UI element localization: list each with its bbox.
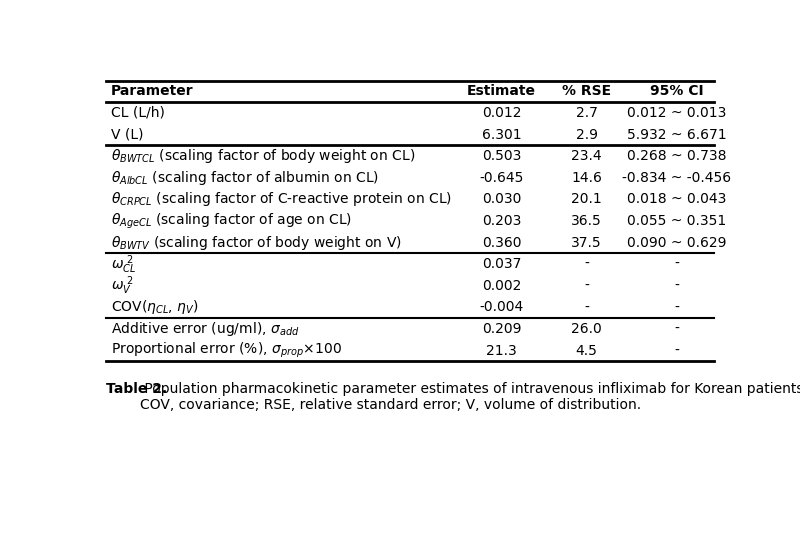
Text: -: -: [674, 279, 679, 293]
Text: 6.301: 6.301: [482, 128, 522, 142]
Text: Additive error (ug/ml), $\sigma_{add}$: Additive error (ug/ml), $\sigma_{add}$: [111, 320, 299, 338]
Text: 14.6: 14.6: [571, 171, 602, 185]
Text: V (L): V (L): [111, 128, 144, 142]
Text: 0.030: 0.030: [482, 192, 521, 206]
Text: -0.004: -0.004: [479, 301, 523, 315]
Text: -: -: [584, 257, 589, 271]
Text: $\theta_{BWTCL}$ (scaling factor of body weight on CL): $\theta_{BWTCL}$ (scaling factor of body…: [111, 147, 415, 165]
Text: $\theta_{AlbCL}$ (scaling factor of albumin on CL): $\theta_{AlbCL}$ (scaling factor of albu…: [111, 169, 379, 187]
Text: 0.090 ~ 0.629: 0.090 ~ 0.629: [627, 236, 726, 250]
Text: -: -: [674, 344, 679, 358]
Text: -: -: [584, 279, 589, 293]
Text: 2.9: 2.9: [576, 128, 598, 142]
Text: $\omega_V^{\ 2}$: $\omega_V^{\ 2}$: [111, 274, 134, 297]
Text: 0.037: 0.037: [482, 257, 521, 271]
Text: -: -: [674, 301, 679, 315]
Text: 0.360: 0.360: [482, 236, 522, 250]
Text: 95% CI: 95% CI: [650, 85, 703, 99]
Text: 0.503: 0.503: [482, 149, 521, 163]
Text: -: -: [674, 322, 679, 336]
Text: 37.5: 37.5: [571, 236, 602, 250]
Text: $\theta_{CRPCL}$ (scaling factor of C-reactive protein on CL): $\theta_{CRPCL}$ (scaling factor of C-re…: [111, 190, 452, 209]
Text: -: -: [674, 257, 679, 271]
Text: 0.018 ~ 0.043: 0.018 ~ 0.043: [627, 192, 726, 206]
Text: 21.3: 21.3: [486, 344, 517, 358]
Text: $\theta_{BWTV}$ (scaling factor of body weight on V): $\theta_{BWTV}$ (scaling factor of body …: [111, 234, 402, 251]
Text: Proportional error (%), $\sigma_{prop}$$\times$100: Proportional error (%), $\sigma_{prop}$$…: [111, 341, 342, 360]
Text: % RSE: % RSE: [562, 85, 611, 99]
Text: Population pharmacokinetic parameter estimates of intravenous infliximab for Kor: Population pharmacokinetic parameter est…: [140, 382, 800, 412]
Text: -0.645: -0.645: [479, 171, 524, 185]
Text: 20.1: 20.1: [571, 192, 602, 206]
Text: 0.203: 0.203: [482, 214, 521, 228]
Text: 5.932 ~ 6.671: 5.932 ~ 6.671: [626, 128, 726, 142]
Text: 4.5: 4.5: [576, 344, 598, 358]
Text: Estimate: Estimate: [467, 85, 536, 99]
Text: 0.055 ~ 0.351: 0.055 ~ 0.351: [627, 214, 726, 228]
Text: COV($\eta_{CL}$, $\eta_V$): COV($\eta_{CL}$, $\eta_V$): [111, 299, 199, 316]
Text: 0.268 ~ 0.738: 0.268 ~ 0.738: [627, 149, 726, 163]
Text: Table 2.: Table 2.: [106, 382, 167, 396]
Text: -: -: [584, 301, 589, 315]
Text: $\omega_{CL}^{\ 2}$: $\omega_{CL}^{\ 2}$: [111, 253, 137, 276]
Text: 0.012 ~ 0.013: 0.012 ~ 0.013: [627, 106, 726, 120]
Text: 0.002: 0.002: [482, 279, 521, 293]
Text: 36.5: 36.5: [571, 214, 602, 228]
Text: -0.834 ~ -0.456: -0.834 ~ -0.456: [622, 171, 731, 185]
Text: 26.0: 26.0: [571, 322, 602, 336]
Text: $\theta_{AgeCL}$ (scaling factor of age on CL): $\theta_{AgeCL}$ (scaling factor of age …: [111, 211, 352, 230]
Text: Parameter: Parameter: [111, 85, 194, 99]
Text: 23.4: 23.4: [571, 149, 602, 163]
Text: 2.7: 2.7: [576, 106, 598, 120]
Text: CL (L/h): CL (L/h): [111, 106, 165, 120]
Text: 0.209: 0.209: [482, 322, 522, 336]
Text: 0.012: 0.012: [482, 106, 522, 120]
